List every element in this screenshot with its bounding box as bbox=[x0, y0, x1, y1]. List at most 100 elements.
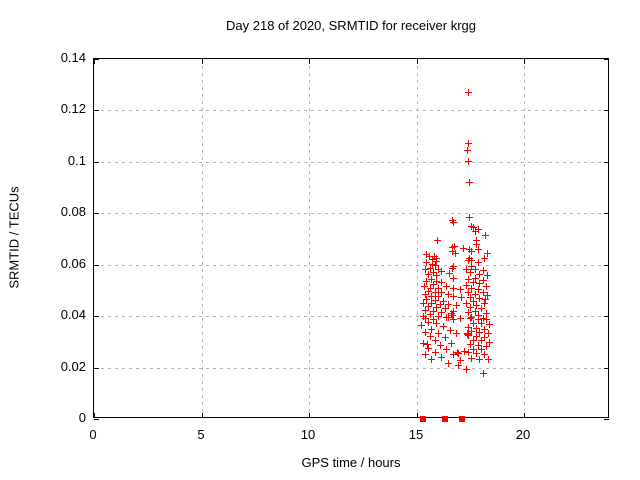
y-tick bbox=[604, 213, 609, 214]
data-point bbox=[468, 248, 475, 255]
data-point bbox=[432, 349, 439, 356]
data-point bbox=[422, 291, 429, 298]
data-point bbox=[440, 323, 447, 330]
y-gridline bbox=[94, 265, 608, 266]
data-point bbox=[467, 294, 474, 301]
data-point bbox=[427, 285, 434, 292]
data-point bbox=[450, 316, 457, 323]
data-point bbox=[443, 346, 450, 353]
data-point bbox=[484, 292, 491, 299]
data-point bbox=[466, 214, 473, 221]
data-point bbox=[450, 351, 457, 358]
x-gridline bbox=[417, 59, 418, 417]
data-point bbox=[475, 316, 482, 323]
data-point bbox=[463, 282, 470, 289]
data-point bbox=[485, 330, 492, 337]
data-point bbox=[421, 283, 428, 290]
data-point bbox=[423, 278, 430, 285]
data-point bbox=[483, 316, 490, 323]
y-tick bbox=[94, 110, 99, 111]
data-point bbox=[463, 266, 470, 273]
data-point bbox=[475, 226, 482, 233]
y-tick bbox=[94, 162, 99, 163]
y-tick-label: 0.06 bbox=[60, 256, 86, 271]
y-tick bbox=[604, 162, 609, 163]
data-point bbox=[453, 302, 460, 309]
data-point bbox=[430, 316, 437, 323]
data-point bbox=[450, 285, 457, 292]
data-point bbox=[468, 285, 475, 292]
y-gridline bbox=[94, 162, 608, 163]
data-point bbox=[472, 266, 479, 273]
x-tick bbox=[94, 413, 95, 418]
data-point bbox=[455, 350, 462, 357]
x-tick-label: 20 bbox=[515, 427, 531, 442]
data-point bbox=[445, 301, 452, 308]
data-point bbox=[435, 330, 442, 337]
data-point bbox=[450, 308, 457, 315]
data-point bbox=[465, 276, 472, 283]
data-point bbox=[467, 304, 474, 311]
data-point bbox=[452, 250, 459, 257]
data-point bbox=[465, 140, 472, 147]
data-point bbox=[432, 289, 439, 296]
x-tick bbox=[94, 59, 95, 64]
data-point bbox=[427, 333, 434, 340]
data-point bbox=[450, 275, 457, 282]
data-point bbox=[468, 328, 475, 335]
data-point bbox=[433, 320, 440, 327]
y-tick-label: 0.08 bbox=[60, 204, 86, 219]
data-point bbox=[445, 291, 452, 298]
x-gridline bbox=[309, 59, 310, 417]
data-point bbox=[482, 232, 489, 239]
y-tick-label: 0.1 bbox=[67, 153, 86, 168]
data-point bbox=[481, 326, 488, 333]
data-point bbox=[480, 267, 487, 274]
x-tick bbox=[309, 413, 310, 418]
data-point bbox=[453, 330, 460, 337]
y-tick bbox=[94, 59, 99, 60]
baseline-data-point bbox=[442, 416, 448, 422]
y-gridline bbox=[94, 316, 608, 317]
x-tick bbox=[309, 59, 310, 64]
data-point bbox=[472, 275, 479, 282]
data-point bbox=[464, 330, 471, 337]
data-point bbox=[438, 354, 445, 361]
data-point bbox=[481, 351, 488, 358]
data-point bbox=[465, 89, 472, 96]
data-point bbox=[451, 243, 458, 250]
data-point bbox=[478, 320, 485, 327]
data-point bbox=[457, 286, 464, 293]
plot-area bbox=[93, 58, 609, 422]
x-tick bbox=[202, 413, 203, 418]
data-point bbox=[443, 283, 450, 290]
data-point bbox=[420, 300, 427, 307]
data-point bbox=[465, 349, 472, 356]
data-point bbox=[458, 294, 465, 301]
data-point bbox=[473, 325, 480, 332]
data-point bbox=[437, 301, 444, 308]
data-point bbox=[418, 322, 425, 329]
y-tick-label: 0 bbox=[78, 410, 86, 425]
x-tick bbox=[202, 59, 203, 64]
baseline-data-point bbox=[420, 416, 426, 422]
data-point bbox=[457, 357, 464, 364]
data-point bbox=[483, 343, 490, 350]
data-point bbox=[472, 228, 479, 235]
data-point bbox=[466, 246, 473, 253]
data-point bbox=[486, 339, 493, 346]
data-point bbox=[420, 340, 427, 347]
data-point bbox=[425, 345, 432, 352]
data-point bbox=[473, 333, 480, 340]
data-point bbox=[470, 346, 477, 353]
data-point bbox=[465, 324, 472, 331]
x-tick-label: 15 bbox=[408, 427, 424, 442]
x-gridline bbox=[202, 59, 203, 417]
data-point bbox=[470, 337, 477, 344]
data-point bbox=[433, 278, 440, 285]
data-point bbox=[470, 298, 477, 305]
data-point bbox=[433, 304, 440, 311]
data-point bbox=[465, 309, 472, 316]
data-point bbox=[429, 256, 436, 263]
